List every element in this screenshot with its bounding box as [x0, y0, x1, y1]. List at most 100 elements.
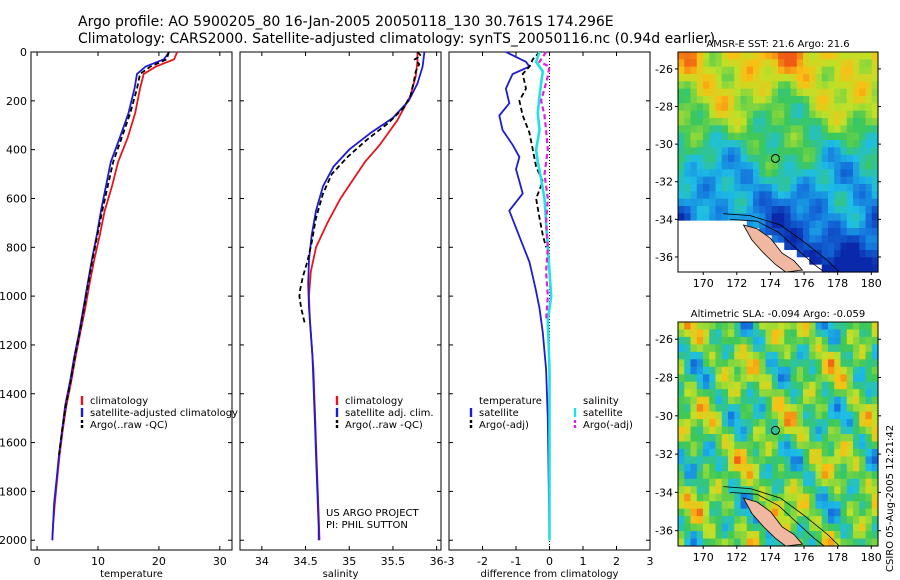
heatmap-cell — [865, 169, 873, 178]
heatmap-cell — [690, 235, 698, 244]
heatmap-cell — [696, 531, 704, 540]
heatmap-cell — [821, 322, 829, 331]
heatmap-cell — [846, 322, 854, 331]
heatmap-cell — [840, 531, 848, 540]
heatmap-cell — [715, 434, 723, 443]
heatmap-cell — [690, 184, 698, 192]
heatmap-cell — [721, 242, 729, 251]
heatmap-cell — [796, 344, 804, 353]
heatmap-cell — [840, 96, 848, 104]
heatmap-cell — [759, 132, 767, 141]
heatmap-cell — [859, 486, 867, 495]
heatmap-cell — [765, 228, 773, 236]
heatmap-cell — [690, 162, 698, 170]
heatmap-cell — [853, 426, 860, 435]
heatmap-cell — [809, 162, 817, 170]
heatmap-cell — [790, 250, 798, 258]
heatmap-cell — [871, 250, 879, 258]
heatmap-cell — [765, 257, 773, 266]
heatmap-cell — [728, 118, 735, 126]
heatmap-cell — [796, 404, 804, 413]
heatmap-cell — [840, 59, 848, 68]
heatmap-cell — [771, 411, 779, 420]
heatmap-cell — [696, 147, 704, 156]
heatmap-cell — [865, 264, 873, 273]
heatmap-cell — [753, 140, 760, 148]
heatmap-cell — [828, 434, 835, 443]
heatmap-cell — [690, 81, 698, 90]
heatmap-cell — [796, 419, 804, 428]
heatmap-cell — [746, 198, 754, 207]
heatmap-cell — [703, 103, 710, 112]
heatmap-cell — [865, 501, 873, 510]
heatmap-cell — [746, 523, 754, 532]
heatmap-cell — [703, 486, 710, 495]
heatmap-cell — [684, 531, 692, 540]
heatmap-cell — [784, 198, 792, 207]
heatmap-cell — [859, 493, 867, 502]
heatmap-cell — [834, 110, 842, 119]
heatmap-cell — [784, 463, 792, 472]
heatmap-cell — [846, 426, 854, 435]
heatmap-cell — [734, 250, 742, 258]
heatmap-cell — [684, 366, 692, 375]
heatmap-cell — [803, 125, 810, 134]
heatmap-cell — [853, 366, 860, 375]
heatmap-cell — [690, 463, 698, 472]
heatmap-cell — [778, 493, 785, 502]
heatmap-cell — [759, 538, 767, 547]
heatmap-cell — [784, 235, 792, 244]
heatmap-cell — [853, 66, 860, 75]
heatmap-cell — [753, 118, 760, 126]
heatmap-cell — [834, 96, 842, 104]
heatmap-cell — [721, 213, 729, 222]
heatmap-cell — [703, 411, 710, 420]
heatmap-cell — [846, 250, 854, 258]
heatmap-cell — [859, 184, 867, 192]
heatmap-cell — [690, 396, 698, 405]
heatmap-cell — [684, 329, 692, 338]
heatmap-cell — [821, 96, 829, 104]
heatmap-cell — [746, 411, 754, 420]
heatmap-cell — [734, 322, 742, 331]
heatmap-cell — [715, 59, 723, 68]
heatmap-cell — [740, 132, 748, 141]
heatmap-cell — [753, 257, 760, 266]
heatmap-cell — [859, 176, 867, 185]
heatmap-cell — [828, 456, 835, 465]
heatmap-cell — [815, 336, 823, 345]
heatmap-cell — [853, 103, 860, 112]
heatmap-cell — [778, 206, 785, 214]
map-xtick-label: 170 — [693, 277, 714, 290]
heatmap-cell — [690, 344, 698, 353]
heatmap-cell — [753, 198, 760, 207]
heatmap-cell — [696, 329, 704, 338]
heatmap-cell — [746, 154, 754, 163]
heatmap-cell — [771, 96, 779, 104]
heatmap-cell — [709, 169, 717, 178]
heatmap-cell — [709, 426, 717, 435]
heatmap-cell — [715, 213, 723, 222]
heatmap-cell — [721, 501, 729, 510]
heatmap-cell — [778, 147, 785, 156]
heatmap-cell — [834, 329, 842, 338]
heatmap-cell — [703, 235, 710, 244]
heatmap-cell — [846, 493, 854, 502]
heatmap-cell — [696, 88, 704, 97]
heatmap-cell — [778, 419, 785, 428]
heatmap-cell — [765, 381, 773, 390]
heatmap-cell — [803, 448, 810, 457]
heatmap-cell — [765, 220, 773, 229]
heatmap-cell — [796, 336, 804, 345]
heatmap-cell — [803, 220, 810, 229]
heatmap-cell — [715, 396, 723, 405]
heatmap-cell — [840, 220, 848, 229]
heatmap-cell — [690, 198, 698, 207]
heatmap-cell — [871, 508, 879, 517]
map-xtick-label: 174 — [760, 551, 781, 564]
heatmap-cell — [709, 411, 717, 420]
salinity-xlabel: salinity — [323, 569, 359, 580]
heatmap-cell — [765, 463, 773, 472]
heatmap-cell — [728, 493, 735, 502]
heatmap-cell — [684, 169, 692, 178]
